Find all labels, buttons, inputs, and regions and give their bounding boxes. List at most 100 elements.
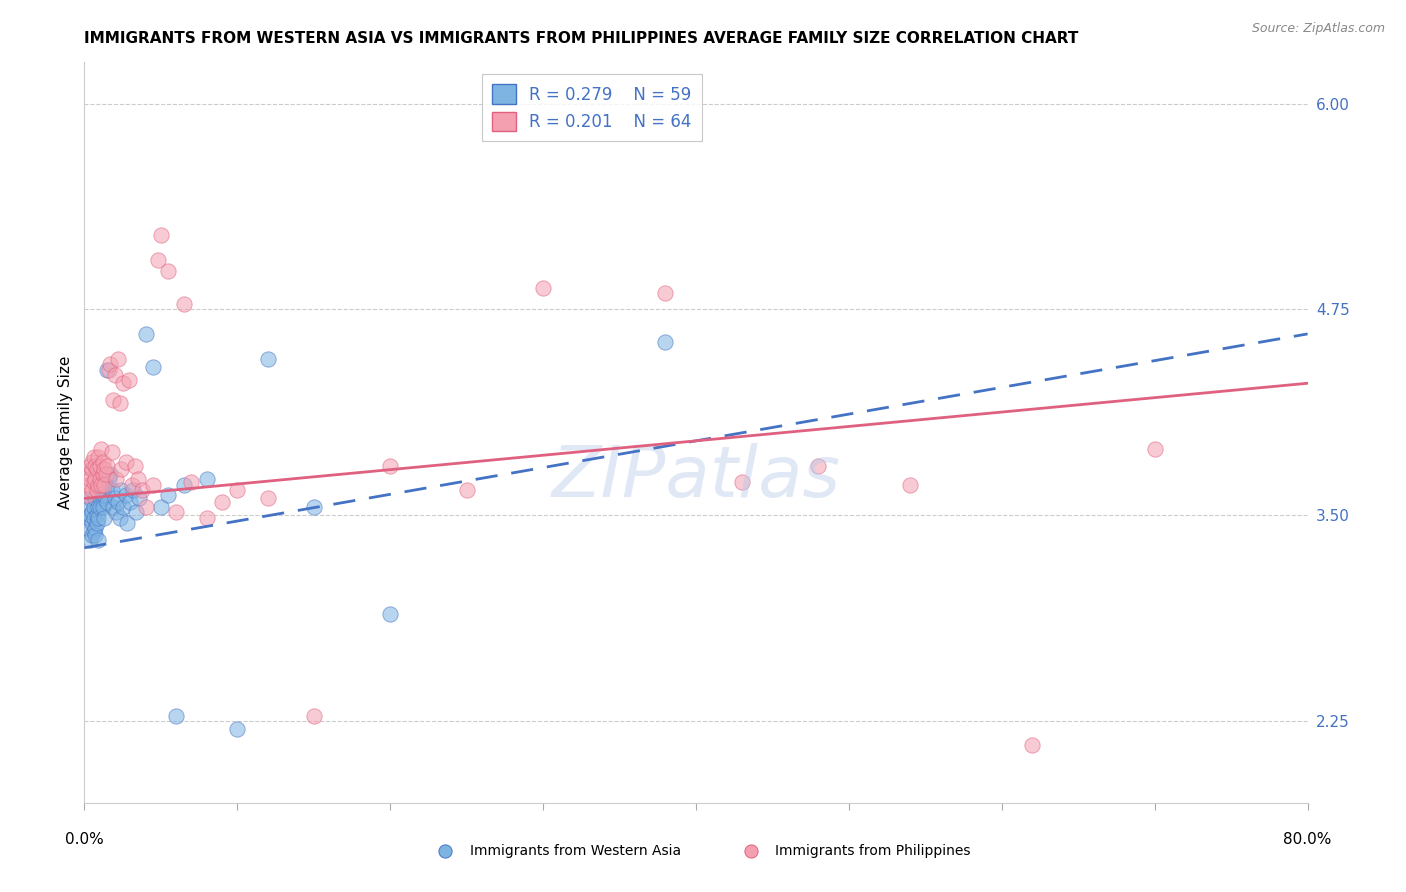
- Legend: R = 0.279    N = 59, R = 0.201    N = 64: R = 0.279 N = 59, R = 0.201 N = 64: [482, 74, 702, 141]
- Point: [226, 722, 249, 736]
- Point: [121, 478, 143, 492]
- Point: [898, 478, 921, 492]
- Point: [91, 500, 114, 514]
- Point: [90, 478, 112, 492]
- Point: [87, 478, 110, 492]
- Point: [98, 357, 121, 371]
- Point: [93, 478, 115, 492]
- Point: [79, 491, 101, 506]
- Point: [76, 488, 98, 502]
- Point: [96, 458, 118, 473]
- Point: [531, 281, 554, 295]
- Point: [108, 396, 131, 410]
- Point: [120, 494, 142, 508]
- Point: [131, 483, 153, 498]
- Point: [91, 455, 114, 469]
- Point: [654, 285, 676, 300]
- Text: 0.0%: 0.0%: [65, 832, 104, 847]
- Point: [101, 483, 124, 498]
- Point: [1021, 738, 1043, 752]
- Point: [146, 252, 169, 267]
- Point: [103, 392, 125, 407]
- Point: [195, 511, 218, 525]
- Point: [127, 472, 149, 486]
- Point: [93, 462, 115, 476]
- Point: [83, 450, 105, 465]
- Point: [302, 708, 325, 723]
- Point: [731, 475, 754, 489]
- Point: [122, 483, 145, 498]
- Point: [114, 488, 136, 502]
- Point: [380, 607, 402, 621]
- Point: [89, 472, 111, 486]
- Point: [135, 500, 157, 514]
- Point: [89, 458, 111, 473]
- Point: [135, 326, 157, 341]
- Point: [180, 475, 202, 489]
- Point: [79, 458, 101, 473]
- Point: [87, 533, 110, 547]
- Text: Immigrants from Western Asia: Immigrants from Western Asia: [470, 844, 681, 858]
- Point: [80, 505, 103, 519]
- Point: [108, 511, 131, 525]
- Point: [80, 516, 103, 530]
- Point: [173, 478, 195, 492]
- Point: [86, 508, 108, 522]
- Point: [111, 376, 134, 391]
- Point: [90, 442, 112, 456]
- Point: [101, 445, 124, 459]
- Point: [83, 500, 105, 514]
- Text: ZIPatlas: ZIPatlas: [551, 442, 841, 511]
- Point: [80, 527, 103, 541]
- Point: [77, 478, 100, 492]
- Point: [84, 472, 107, 486]
- Point: [211, 494, 233, 508]
- Point: [94, 467, 117, 481]
- Point: [149, 228, 172, 243]
- Point: [96, 363, 118, 377]
- Point: [89, 491, 111, 506]
- Point: [807, 458, 830, 473]
- Point: [105, 472, 128, 486]
- Point: [302, 500, 325, 514]
- Point: [86, 462, 108, 476]
- Point: [654, 335, 676, 350]
- Point: [380, 458, 402, 473]
- Y-axis label: Average Family Size: Average Family Size: [58, 356, 73, 509]
- Point: [104, 491, 127, 506]
- Point: [110, 483, 132, 498]
- Point: [111, 500, 134, 514]
- Point: [84, 458, 107, 473]
- Point: [118, 373, 141, 387]
- Text: IMMIGRANTS FROM WESTERN ASIA VS IMMIGRANTS FROM PHILIPPINES AVERAGE FAMILY SIZE : IMMIGRANTS FROM WESTERN ASIA VS IMMIGRAN…: [84, 31, 1078, 46]
- Point: [125, 505, 148, 519]
- Point: [86, 516, 108, 530]
- Point: [115, 516, 138, 530]
- Point: [79, 533, 101, 547]
- Point: [110, 462, 132, 476]
- Point: [114, 455, 136, 469]
- Point: [97, 363, 120, 377]
- Point: [173, 297, 195, 311]
- Text: Source: ZipAtlas.com: Source: ZipAtlas.com: [1251, 22, 1385, 36]
- Point: [90, 483, 112, 498]
- Point: [142, 359, 165, 374]
- Point: [83, 475, 105, 489]
- Point: [93, 488, 115, 502]
- Point: [91, 491, 114, 506]
- Point: [84, 521, 107, 535]
- Point: [77, 467, 100, 481]
- Point: [98, 467, 121, 481]
- Point: [456, 483, 478, 498]
- Text: 80.0%: 80.0%: [1284, 832, 1331, 847]
- Point: [107, 494, 129, 508]
- Point: [195, 472, 218, 486]
- Point: [80, 483, 103, 498]
- Point: [77, 511, 100, 525]
- Point: [124, 458, 146, 473]
- Point: [87, 450, 110, 465]
- Point: [90, 475, 112, 489]
- Point: [257, 351, 280, 366]
- Point: [93, 511, 115, 525]
- Point: [107, 351, 129, 366]
